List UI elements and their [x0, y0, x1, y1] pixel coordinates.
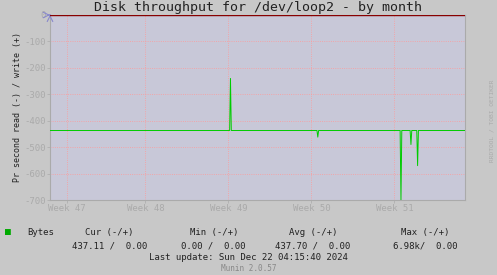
Text: Last update: Sun Dec 22 04:15:40 2024: Last update: Sun Dec 22 04:15:40 2024	[149, 254, 348, 262]
Text: RRDTOOL / TOBI OETIKER: RRDTOOL / TOBI OETIKER	[490, 80, 495, 162]
Text: Munin 2.0.57: Munin 2.0.57	[221, 265, 276, 273]
Text: 437.70 /  0.00: 437.70 / 0.00	[275, 242, 351, 251]
Text: Avg (-/+): Avg (-/+)	[289, 228, 337, 237]
Text: 6.98k/  0.00: 6.98k/ 0.00	[393, 242, 457, 251]
Title: Disk throughput for /dev/loop2 - by month: Disk throughput for /dev/loop2 - by mont…	[93, 1, 421, 14]
Y-axis label: Pr second read (-) / write (+): Pr second read (-) / write (+)	[12, 32, 21, 183]
Text: Bytes: Bytes	[27, 228, 54, 237]
Text: ■: ■	[5, 227, 11, 237]
Text: Max (-/+): Max (-/+)	[401, 228, 449, 237]
Text: 0.00 /  0.00: 0.00 / 0.00	[181, 242, 246, 251]
Text: 437.11 /  0.00: 437.11 / 0.00	[72, 242, 147, 251]
Text: Cur (-/+): Cur (-/+)	[85, 228, 134, 237]
Text: Min (-/+): Min (-/+)	[189, 228, 238, 237]
